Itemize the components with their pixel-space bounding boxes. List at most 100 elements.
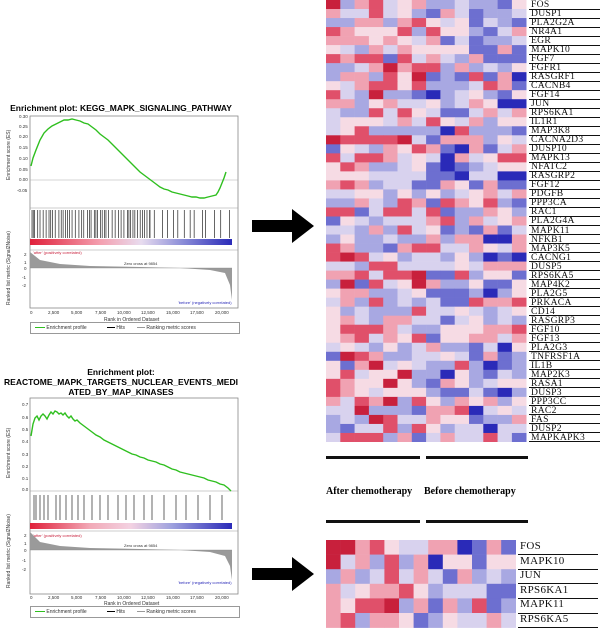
heatmap-cell bbox=[511, 171, 527, 181]
heatmap-cell bbox=[340, 72, 355, 82]
heatmap-cell bbox=[469, 378, 484, 389]
heatmap-cell bbox=[397, 432, 413, 442]
es-tick: 0.6 bbox=[22, 415, 29, 420]
heatmap-cell bbox=[354, 9, 370, 19]
heatmap-cell bbox=[411, 243, 427, 253]
heatmap-cell bbox=[326, 180, 341, 190]
heatmap-cell bbox=[469, 90, 484, 100]
heatmap-cell bbox=[354, 306, 370, 316]
heatmap-cell bbox=[354, 18, 370, 28]
heatmap-cell bbox=[511, 153, 527, 163]
heatmap-cell bbox=[326, 135, 341, 145]
heatmap-cell bbox=[368, 99, 384, 109]
heatmap-cell bbox=[440, 324, 455, 335]
heatmap-cell bbox=[511, 27, 527, 37]
heatmap-cell bbox=[326, 189, 341, 199]
heatmap-cell bbox=[326, 162, 341, 172]
heatmap-cell bbox=[426, 351, 441, 362]
heatmap-cell bbox=[428, 569, 444, 585]
plot-title: Enrichment plot: KEGG_MAPK_SIGNALING_PAT… bbox=[10, 103, 232, 113]
heatmap-cell bbox=[326, 261, 341, 271]
gene-label: MAP2K3 bbox=[531, 368, 571, 380]
heatmap-cell bbox=[497, 207, 513, 217]
heatmap-cell bbox=[426, 18, 441, 28]
heatmap-cell bbox=[469, 369, 484, 380]
heatmap-cell bbox=[440, 414, 455, 425]
heatmap-cell bbox=[368, 180, 384, 190]
enrichment-curve bbox=[30, 118, 227, 199]
heatmap-cell bbox=[469, 351, 484, 362]
heatmap-cell bbox=[354, 108, 370, 118]
heatmap-cell bbox=[354, 387, 370, 398]
heatmap-cell bbox=[511, 81, 527, 91]
heatmap-cell bbox=[497, 225, 513, 235]
gene-label-underline bbox=[529, 234, 600, 236]
heatmap-cell bbox=[368, 216, 384, 226]
plot-area bbox=[29, 397, 239, 595]
heatmap-cell bbox=[354, 243, 370, 253]
heatmap-cell bbox=[440, 378, 455, 389]
heatmap-cell bbox=[397, 135, 413, 145]
heatmap-cell bbox=[454, 198, 470, 208]
heatmap-cell bbox=[411, 144, 427, 154]
heatmap-cell bbox=[483, 117, 498, 127]
gene-label-underline bbox=[529, 161, 600, 163]
heatmap-cell bbox=[426, 45, 441, 55]
heatmap-cell bbox=[368, 279, 384, 289]
heatmap-cell bbox=[469, 315, 484, 326]
gene-label: IL1B bbox=[531, 359, 553, 371]
heatmap-cell bbox=[440, 423, 455, 434]
heatmap-cell bbox=[454, 36, 470, 46]
x-tick: 0 bbox=[30, 310, 33, 315]
gene-label: FGF7 bbox=[531, 53, 555, 65]
gene-label: FGF14 bbox=[531, 89, 560, 101]
heatmap-cell bbox=[340, 351, 355, 362]
heatmap-cell bbox=[397, 9, 413, 19]
heatmap-cell bbox=[454, 414, 470, 425]
heatmap-cell bbox=[368, 108, 384, 118]
gene-label-underline bbox=[529, 387, 600, 389]
heatmap-cell bbox=[442, 569, 458, 585]
heatmap-cell bbox=[340, 54, 355, 64]
heatmap-cell bbox=[354, 288, 370, 298]
heatmap-cell bbox=[426, 360, 441, 371]
rank-tick: 2 bbox=[24, 533, 27, 538]
heatmap-cell bbox=[368, 81, 384, 91]
x-tick: 2,500 bbox=[48, 595, 60, 600]
es-tick: 0.7 bbox=[22, 402, 29, 407]
gene-label-underline bbox=[529, 134, 600, 136]
heatmap-cell bbox=[397, 225, 413, 235]
heatmap-cell bbox=[497, 432, 513, 442]
heatmap-cell bbox=[326, 234, 341, 244]
heatmap-cell bbox=[397, 27, 413, 37]
heatmap-cell bbox=[384, 613, 400, 628]
group-bar-after bbox=[326, 456, 420, 459]
legend-hits: Hits bbox=[116, 609, 126, 615]
heatmap-cell bbox=[399, 554, 414, 570]
heatmap-cell bbox=[383, 387, 398, 398]
heatmap-cell bbox=[497, 126, 513, 136]
heatmap-cell bbox=[472, 613, 487, 628]
heatmap-cell bbox=[340, 414, 355, 425]
gene-label-underline bbox=[529, 188, 600, 190]
gene-label: CD14 bbox=[531, 305, 556, 317]
heatmap-cell bbox=[426, 297, 441, 307]
heatmap-cell bbox=[497, 270, 513, 280]
heatmap-cell bbox=[426, 225, 441, 235]
heatmap-cell bbox=[469, 360, 484, 371]
es-tick: 0.20 bbox=[19, 134, 28, 139]
heatmap-cell bbox=[440, 234, 455, 244]
heatmap-cell bbox=[354, 189, 370, 199]
gene-label: CACNG1 bbox=[531, 251, 572, 263]
heatmap-cell bbox=[497, 135, 513, 145]
heatmap-cell bbox=[511, 297, 527, 307]
gene-label: RPS6KA5 bbox=[531, 269, 574, 281]
gene-label: PLA2G2A bbox=[531, 17, 575, 29]
heatmap-cell bbox=[340, 225, 355, 235]
gene-label-underline bbox=[518, 568, 598, 570]
x-tick: 5,000 bbox=[71, 595, 83, 600]
heatmap-cell bbox=[511, 126, 527, 136]
heatmap-cell bbox=[511, 198, 527, 208]
heatmap-cell bbox=[483, 135, 498, 145]
heatmap-cell bbox=[411, 261, 427, 271]
